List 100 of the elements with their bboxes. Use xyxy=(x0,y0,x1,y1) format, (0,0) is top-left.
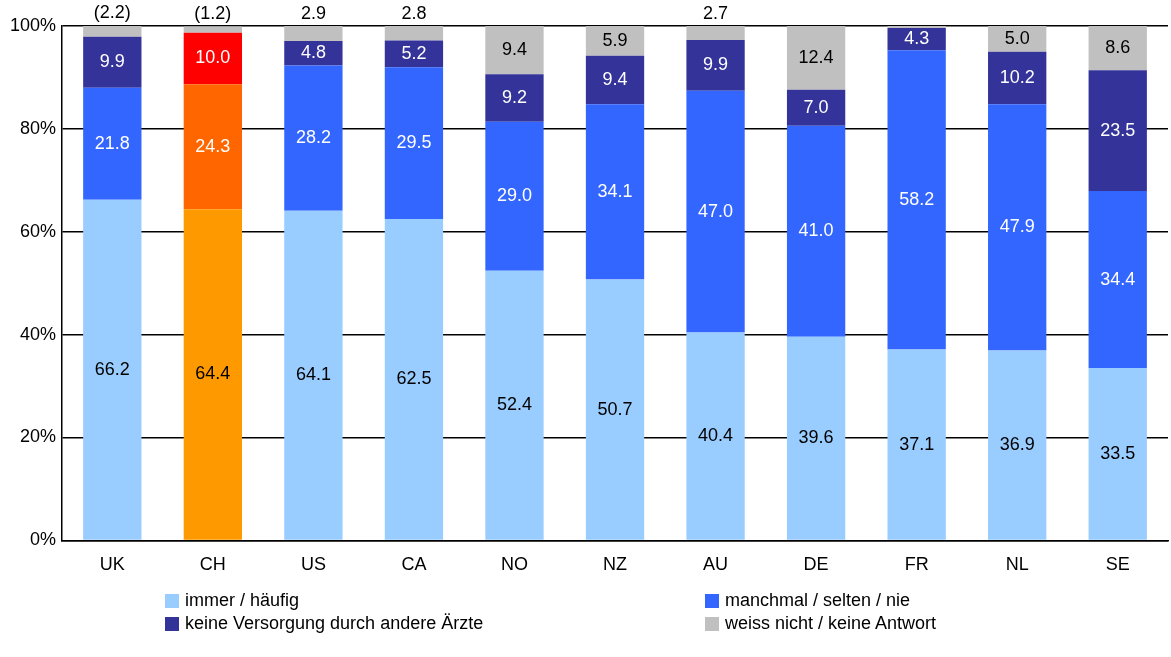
legend-label: manchmal / selten / nie xyxy=(725,590,911,611)
data-label: 58.2 xyxy=(899,188,935,209)
bar xyxy=(786,26,846,90)
data-label: 64.4 xyxy=(195,363,231,384)
data-label: 52.4 xyxy=(496,394,532,415)
bar xyxy=(686,39,745,91)
bar xyxy=(887,349,946,540)
x-tick-label: SE xyxy=(1105,554,1130,575)
y-tick-label: 60% xyxy=(20,220,57,241)
data-label: 47.0 xyxy=(698,200,734,221)
data-label: 34.4 xyxy=(1100,268,1136,289)
bar xyxy=(183,26,243,33)
legend-label: keine Versorgung durch andere Ärzte xyxy=(185,613,484,634)
data-label: (1.2) xyxy=(194,3,232,24)
bar xyxy=(485,26,544,75)
data-label: 64.1 xyxy=(295,364,331,385)
bar xyxy=(183,209,243,540)
bar xyxy=(183,32,243,85)
bar xyxy=(1088,26,1147,71)
bar xyxy=(686,332,745,540)
bar xyxy=(485,121,544,271)
bar xyxy=(83,199,142,540)
x-tick-label: FR xyxy=(904,554,929,575)
y-tick-label: 0% xyxy=(30,529,57,550)
data-label: 29.5 xyxy=(396,131,432,152)
bar xyxy=(786,336,846,540)
y-tick-label: 40% xyxy=(20,323,57,344)
data-label: 62.5 xyxy=(396,368,432,389)
data-label: 66.2 xyxy=(94,358,130,379)
data-label: 5.9 xyxy=(602,29,628,50)
data-label: 5.2 xyxy=(401,42,427,63)
y-tick-label: 100% xyxy=(9,14,57,35)
bar xyxy=(83,87,142,200)
data-label: 7.0 xyxy=(803,96,829,117)
bar xyxy=(585,279,645,540)
bar xyxy=(988,104,1047,351)
data-label: 24.3 xyxy=(195,135,231,156)
bar xyxy=(485,270,544,540)
y-tick-label: 80% xyxy=(20,117,57,138)
bar xyxy=(1088,368,1147,540)
bar xyxy=(585,55,645,105)
data-label: 33.5 xyxy=(1100,442,1136,463)
data-label: 36.9 xyxy=(999,434,1035,455)
bar xyxy=(887,26,946,29)
bar xyxy=(284,40,343,66)
bar xyxy=(686,90,745,333)
x-tick-label: UK xyxy=(99,554,125,575)
data-label: 2.8 xyxy=(401,2,427,23)
x-tick-label: CA xyxy=(401,554,427,575)
bar xyxy=(284,210,343,540)
x-tick-label: US xyxy=(300,554,326,575)
data-label: 4.8 xyxy=(300,42,326,63)
bar xyxy=(887,50,946,350)
bar xyxy=(988,350,1047,540)
bar xyxy=(485,74,544,122)
data-label: 9.9 xyxy=(99,51,125,72)
x-tick-label: AU xyxy=(703,554,729,575)
bar xyxy=(1088,191,1147,369)
x-tick-label: NZ xyxy=(603,554,628,575)
data-label: 21.8 xyxy=(94,132,130,153)
data-label: 37.1 xyxy=(899,433,935,454)
bar xyxy=(384,218,444,540)
x-tick-label: NL xyxy=(1005,554,1029,575)
data-label: 9.9 xyxy=(703,54,729,75)
x-tick-label: DE xyxy=(803,554,829,575)
data-label: 28.2 xyxy=(295,127,331,148)
data-label: 9.2 xyxy=(501,86,527,107)
bar xyxy=(83,26,142,37)
data-label: 5.0 xyxy=(1004,27,1030,48)
bar xyxy=(988,51,1047,105)
data-label: 9.4 xyxy=(501,39,527,60)
data-label: 4.3 xyxy=(904,28,930,49)
data-label: 34.1 xyxy=(597,180,633,201)
bar xyxy=(183,84,243,210)
data-label: 2.9 xyxy=(300,2,326,23)
bar xyxy=(384,26,444,41)
data-label: 10.2 xyxy=(999,66,1035,87)
bar xyxy=(284,26,343,41)
data-label: (2.2) xyxy=(93,2,131,23)
bar xyxy=(83,36,142,88)
data-label: 50.7 xyxy=(597,398,633,419)
bar xyxy=(786,89,846,126)
y-tick-label: 20% xyxy=(20,426,57,447)
bar xyxy=(988,26,1047,52)
data-label: 9.4 xyxy=(602,68,628,89)
bar xyxy=(284,65,343,211)
x-tick-label: CH xyxy=(199,554,226,575)
data-label: 12.4 xyxy=(798,46,834,67)
bar xyxy=(384,67,444,219)
bar xyxy=(585,26,645,56)
data-label: 2.7 xyxy=(703,2,729,23)
data-label: 41.0 xyxy=(798,220,834,241)
data-label: 29.0 xyxy=(496,185,532,206)
data-label: 47.9 xyxy=(999,216,1035,237)
bar xyxy=(887,28,946,51)
data-label: 8.6 xyxy=(1105,37,1131,58)
bar xyxy=(1088,70,1147,192)
bar xyxy=(686,26,745,40)
bar xyxy=(585,104,645,280)
data-label: 23.5 xyxy=(1100,119,1136,140)
